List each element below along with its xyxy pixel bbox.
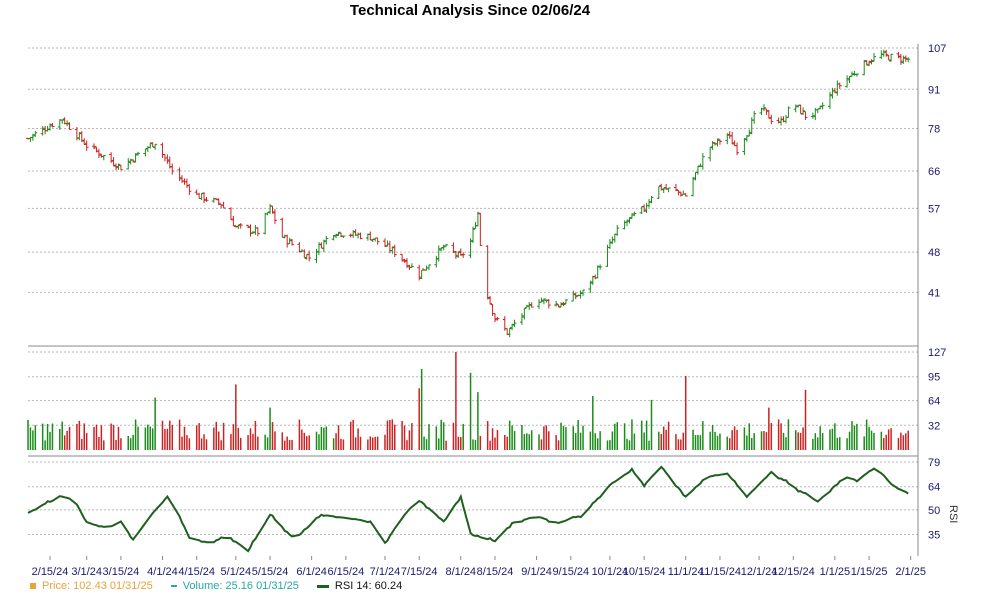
price-tick-label: 41 bbox=[928, 287, 940, 299]
x-tick-label: 9/1/24 bbox=[521, 566, 552, 578]
x-tick-label: 4/15/24 bbox=[178, 566, 215, 578]
volume-bars bbox=[27, 352, 909, 450]
rsi-line bbox=[27, 465, 909, 553]
rsi-tick-label: 50 bbox=[928, 505, 940, 517]
x-tick-label: 9/15/24 bbox=[552, 566, 589, 578]
price-tick-label: 48 bbox=[928, 247, 940, 259]
x-tick-label: 10/1/24 bbox=[592, 566, 629, 578]
price-tick-label: 66 bbox=[928, 166, 940, 178]
x-tick-label: 6/1/24 bbox=[296, 566, 327, 578]
legend-price-label: Price: 102.43 01/31/25 bbox=[42, 580, 153, 592]
x-tick-label: 5/1/24 bbox=[221, 566, 252, 578]
rsi-tick-label: 35 bbox=[928, 530, 940, 542]
x-tick-label: 11/15/24 bbox=[699, 566, 741, 578]
x-tick-label: 7/15/24 bbox=[401, 566, 438, 578]
legend-price: Price: 102.43 01/31/25 bbox=[30, 580, 153, 592]
x-tick-label: 3/15/24 bbox=[103, 566, 140, 578]
price-bars bbox=[26, 49, 911, 338]
volume-tick-label: 127 bbox=[928, 347, 946, 359]
x-tick-label: 4/1/24 bbox=[147, 566, 178, 578]
legend-volume: Volume: 25.16 01/31/25 bbox=[170, 580, 299, 592]
rsi-tick-label: 64 bbox=[928, 482, 940, 494]
x-tick-label: 1/1/25 bbox=[820, 566, 851, 578]
price-tick-label: 57 bbox=[928, 203, 940, 215]
price-swatch bbox=[30, 583, 36, 589]
rsi-axis-label: RSI bbox=[947, 505, 959, 523]
x-tick-label: 5/15/24 bbox=[252, 566, 289, 578]
price-tick-label: 91 bbox=[928, 84, 940, 96]
x-tick-label: 8/1/24 bbox=[445, 566, 476, 578]
volume-tick-label: 32 bbox=[928, 420, 940, 432]
legend-volume-label: Volume: 25.16 01/31/25 bbox=[182, 580, 299, 592]
volume-tick-label: 95 bbox=[928, 372, 940, 384]
rsi-line-group bbox=[27, 465, 909, 553]
price-tick-label: 78 bbox=[928, 124, 940, 136]
x-tick-label: 12/1/24 bbox=[741, 566, 778, 578]
x-tick-label: 10/15/24 bbox=[623, 566, 666, 578]
chart-title: Technical Analysis Since 02/06/24 bbox=[349, 2, 591, 19]
rsi-swatch bbox=[316, 584, 329, 588]
volume-tick-label: 64 bbox=[928, 396, 940, 408]
legend-rsi-label: RSI 14: 60.24 bbox=[334, 580, 403, 592]
x-tick-label: 2/15/24 bbox=[32, 566, 69, 578]
x-tick-label: 7/1/24 bbox=[370, 566, 401, 578]
volume-swatch bbox=[170, 585, 177, 587]
x-tick-label: 1/15/25 bbox=[851, 566, 888, 578]
x-tick-label: 12/15/24 bbox=[772, 566, 815, 578]
legend-rsi: RSI 14: 60.24 bbox=[316, 580, 403, 592]
price-tick-label: 107 bbox=[928, 43, 946, 55]
x-tick-label: 8/15/24 bbox=[477, 566, 514, 578]
chart-legend: Price: 102.43 01/31/25 Volume: 25.16 01/… bbox=[30, 580, 402, 592]
x-tick-label: 6/15/24 bbox=[328, 566, 365, 578]
rsi-tick-label: 79 bbox=[928, 457, 940, 469]
x-tick-label: 3/1/24 bbox=[71, 566, 102, 578]
x-tick-label: 2/1/25 bbox=[895, 566, 926, 578]
x-tick-label: 11/1/24 bbox=[668, 566, 704, 578]
